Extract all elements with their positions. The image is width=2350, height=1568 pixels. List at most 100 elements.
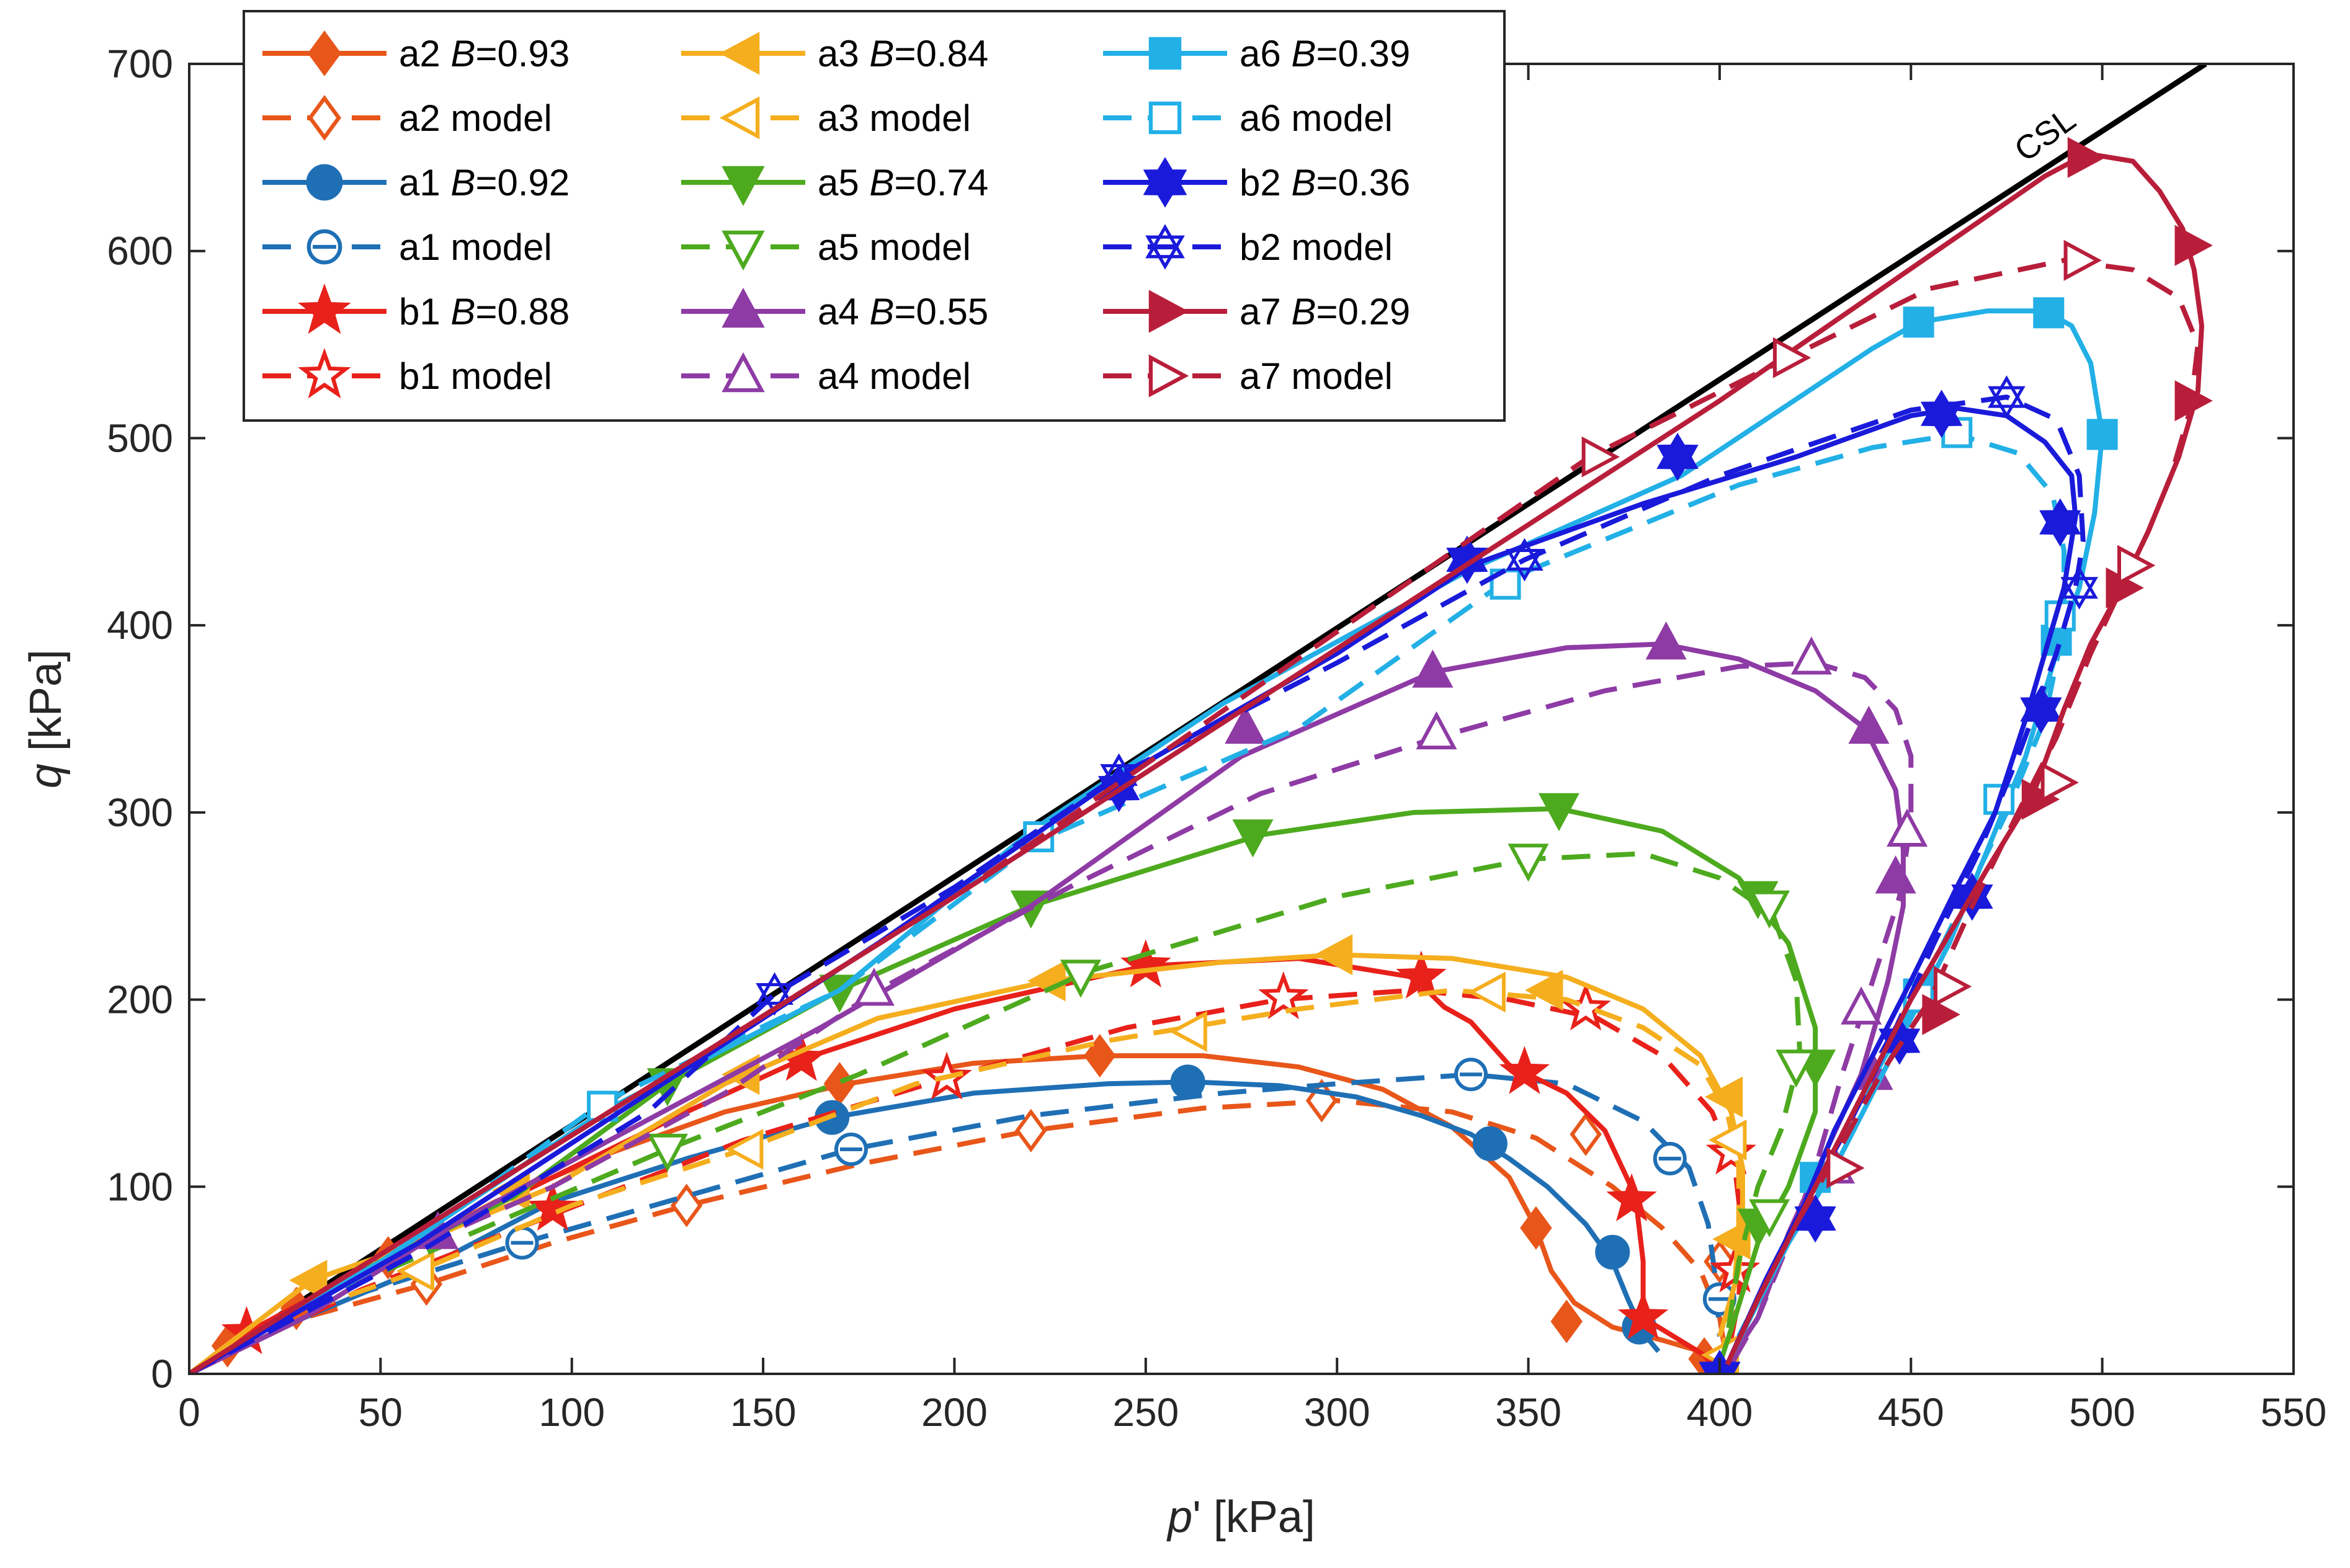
- legend-label-name: b2: [1240, 162, 1291, 203]
- y-tick-label: 600: [107, 229, 173, 274]
- data-point-a5m: [646, 1133, 688, 1172]
- data-point-b2m: [2060, 566, 2098, 610]
- legend-label-name: a7: [1240, 291, 1291, 332]
- legend-marker-b2m-tri-b: [1145, 235, 1185, 270]
- series-line-a4m: [189, 660, 1914, 1374]
- series-a3m: [189, 971, 1747, 1374]
- data-point-a3m: [1467, 971, 1506, 1013]
- data-point-a6m: [1490, 568, 1521, 600]
- data-point-b2m-tri-a: [756, 972, 793, 1005]
- y-tick-label: 500: [107, 416, 173, 460]
- x-tick-label: 400: [1687, 1390, 1753, 1435]
- legend-marker-a7: [1148, 290, 1189, 333]
- data-point-b2-shape: [1879, 1017, 1921, 1065]
- legend-label-b: B: [450, 291, 475, 332]
- legend-item-a5: a5 B=0.74: [681, 162, 988, 207]
- legend-label: b2 B=0.36: [1240, 162, 1410, 203]
- y-tick-label: 300: [107, 790, 173, 835]
- data-point-a6: [1903, 306, 1934, 338]
- legend-marker-a5: [722, 166, 765, 207]
- data-point-a7: [1922, 994, 1960, 1035]
- data-point-a7m: [2063, 239, 2102, 281]
- data-point-b2m-tri-a: [1506, 538, 1544, 571]
- legend-label-b: B: [1291, 162, 1316, 203]
- data-point-a7: [2067, 136, 2106, 178]
- data-point-a7m: [1826, 1147, 1865, 1189]
- y-axis-label: q [kPa]: [21, 649, 71, 788]
- series-line-a1m: [189, 1072, 1722, 1374]
- data-point-a4: [1848, 705, 1890, 744]
- data-point-a3: [1314, 934, 1353, 976]
- x-tick-label: 150: [730, 1390, 797, 1435]
- legend-label-value: =0.39: [1316, 33, 1410, 74]
- data-point-b1m: [1258, 971, 1309, 1020]
- legend-label-value: =0.84: [894, 33, 988, 74]
- data-point-b2m: [756, 972, 793, 1016]
- y-tick-label: 400: [107, 603, 173, 648]
- data-point-a1: [1595, 1234, 1630, 1270]
- data-point-a5m: [1508, 844, 1549, 882]
- data-point-a5: [1232, 819, 1274, 858]
- data-point-a4: [1412, 649, 1454, 688]
- data-point-a5m: [1749, 1199, 1790, 1237]
- series-line-a2m: [189, 1098, 1730, 1374]
- legend-marker-a5m: [722, 230, 765, 271]
- legend-label-name: a5: [818, 162, 869, 203]
- legend-label-name: a4: [818, 291, 869, 332]
- x-tick-label: 500: [2069, 1390, 2135, 1435]
- legend-label-name: a6 model: [1240, 97, 1393, 139]
- x-tick-label: 0: [178, 1390, 200, 1435]
- series-b2m: [189, 375, 2098, 1374]
- legend-label: a5 model: [818, 226, 971, 268]
- data-point-b2m-tri-b: [1100, 764, 1138, 797]
- plot-area: [189, 64, 2213, 1374]
- series-a1m: [189, 1058, 1736, 1374]
- data-point-b2m: [1988, 375, 2026, 419]
- data-point-b2m-tri-a: [1100, 753, 1138, 786]
- data-point-b2-shape: [1656, 432, 1699, 481]
- legend-box: [243, 10, 1506, 422]
- data-point-a6: [2033, 297, 2065, 329]
- series-line-b1m: [189, 987, 1745, 1374]
- x-tick-label: 250: [1112, 1390, 1179, 1435]
- data-point-a5m: [1749, 890, 1790, 929]
- data-point-a1m: [1653, 1142, 1687, 1176]
- legend-label-value: =0.55: [894, 291, 988, 332]
- x-tick-label: 450: [1878, 1390, 1944, 1435]
- data-point-a5m: [1776, 1049, 1817, 1088]
- data-point-a3: [1704, 1076, 1743, 1118]
- legend-label-b: B: [869, 291, 894, 332]
- data-point-a7m: [1772, 337, 1812, 378]
- data-point-b2m: [1100, 753, 1138, 797]
- legend-item-a6m: a6 model: [1103, 97, 1393, 139]
- y-tick-label: 700: [107, 42, 173, 86]
- series-line-a5m: [189, 851, 1803, 1374]
- data-point-a7: [2174, 225, 2213, 266]
- legend-item-a2: a2 B=0.93: [262, 30, 570, 76]
- data-point-b2m-tri-b: [1988, 386, 2026, 419]
- legend-marker-a6m: [1148, 101, 1182, 135]
- data-point-a4m: [1416, 711, 1457, 750]
- legend-label-name: a2 model: [399, 97, 552, 139]
- legend-label-name: a1 model: [399, 226, 552, 268]
- data-point-a5: [1538, 793, 1579, 832]
- data-point-b1: [1499, 1046, 1550, 1094]
- data-point-a7: [2021, 778, 2060, 820]
- legend-marker-a3m: [719, 96, 760, 140]
- data-point-a2m: [1015, 1108, 1047, 1152]
- legend-marker-a3: [719, 32, 760, 75]
- data-point-a3m: [1169, 1010, 1207, 1052]
- legend-item-a4: a4 B=0.55: [681, 287, 988, 332]
- data-point-a7m: [2040, 762, 2079, 803]
- legend-label-b: B: [450, 162, 475, 203]
- data-point-b1: [527, 1182, 578, 1231]
- x-tick-label: 50: [359, 1390, 403, 1435]
- data-point-a1: [1472, 1126, 1508, 1161]
- data-point-a4m: [1887, 808, 1928, 847]
- legend-label: a3 model: [818, 97, 971, 139]
- x-axis-label: p' [kPa]: [1166, 1492, 1315, 1542]
- x-tick-label: 100: [538, 1390, 605, 1435]
- data-point-a3m: [725, 1128, 764, 1170]
- legend-label-name: a3: [818, 33, 869, 74]
- legend-label-b: B: [450, 33, 475, 74]
